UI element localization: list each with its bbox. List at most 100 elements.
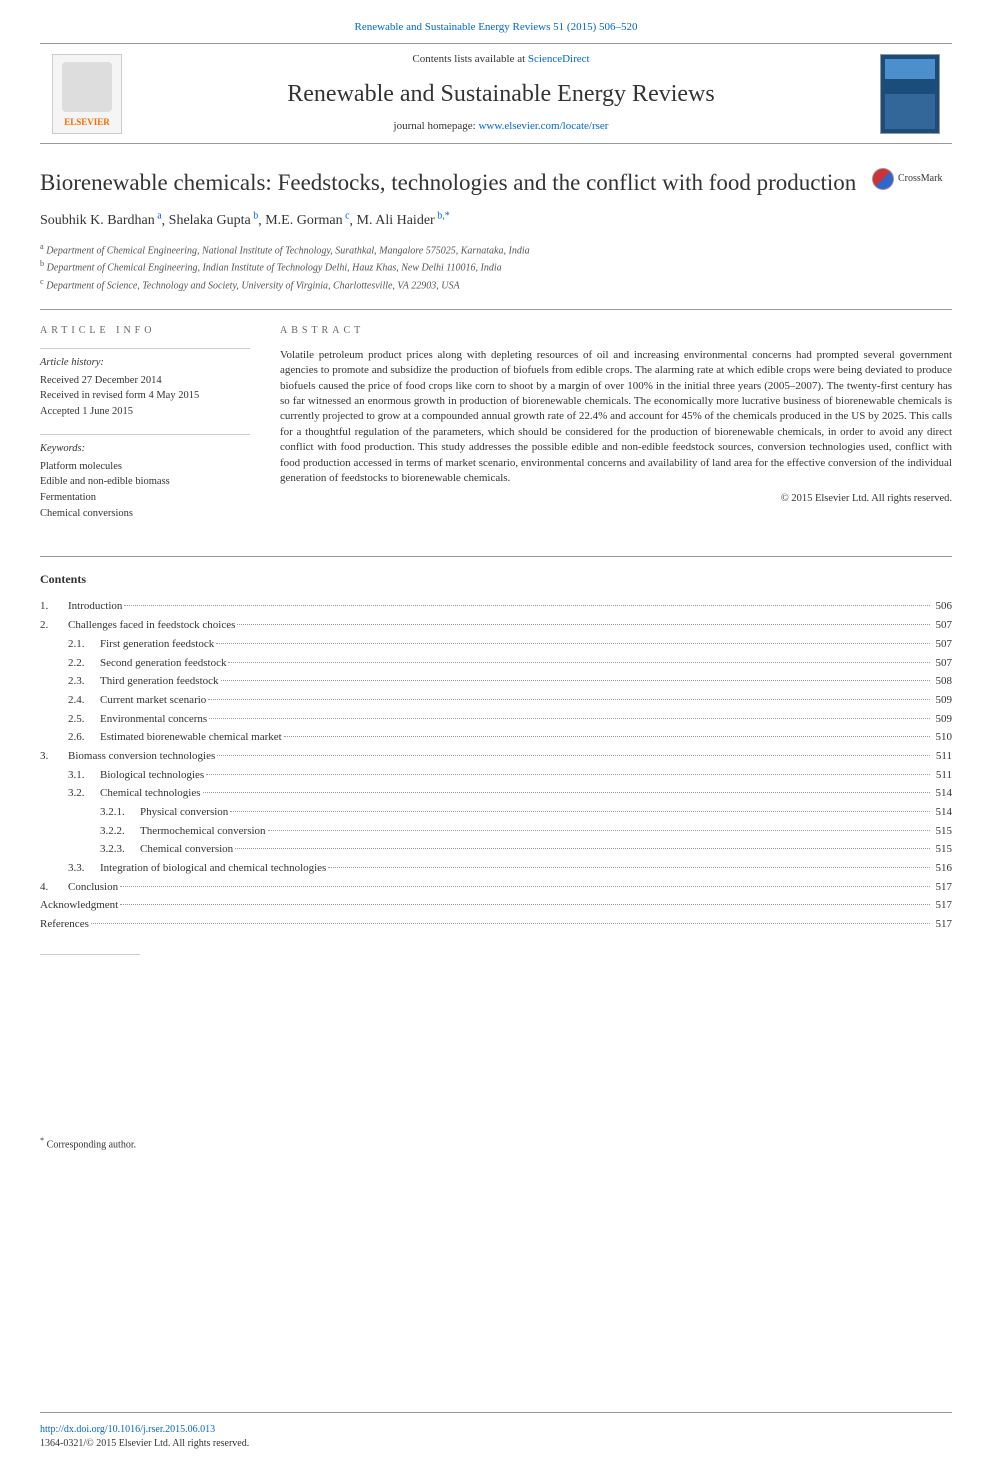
journal-name: Renewable and Sustainable Energy Reviews xyxy=(122,78,880,112)
toc-number: 3.3. xyxy=(68,859,100,878)
toc-entry[interactable]: 3.1.Biological technologies 511 xyxy=(40,766,952,785)
toc-number: 2.6. xyxy=(68,728,100,747)
toc-number: 2.5. xyxy=(68,710,100,729)
author[interactable]: M.E. Gorman c xyxy=(265,213,349,228)
toc-entry[interactable]: 1.Introduction 506 xyxy=(40,597,952,616)
crossmark-badge[interactable]: CrossMark xyxy=(872,168,952,190)
toc-leader-dots xyxy=(235,848,929,849)
toc-title: Biological technologies xyxy=(100,766,204,785)
toc-page: 517 xyxy=(932,915,953,934)
contents-available: Contents lists available at ScienceDirec… xyxy=(122,52,880,67)
contents-heading: Contents xyxy=(40,571,952,588)
toc-number: 3.2.2. xyxy=(100,822,140,841)
toc-title: Thermochemical conversion xyxy=(140,822,266,841)
toc-page: 506 xyxy=(932,597,953,616)
article-info-heading: article info xyxy=(40,324,250,338)
toc-page: 517 xyxy=(932,878,953,897)
sciencedirect-link[interactable]: ScienceDirect xyxy=(528,53,590,65)
toc-entry[interactable]: 3.Biomass conversion technologies 511 xyxy=(40,747,952,766)
toc-page: 509 xyxy=(932,710,953,729)
doi-link[interactable]: http://dx.doi.org/10.1016/j.rser.2015.06… xyxy=(40,1424,215,1435)
toc-page: 514 xyxy=(932,784,953,803)
toc-number: 3.2.3. xyxy=(100,840,140,859)
toc-leader-dots xyxy=(328,867,929,868)
toc-number: 1. xyxy=(40,597,68,616)
citation-link[interactable]: Renewable and Sustainable Energy Reviews… xyxy=(40,20,952,35)
toc-page: 511 xyxy=(932,766,952,785)
author[interactable]: Shelaka Gupta b xyxy=(169,213,259,228)
keywords-block: Keywords: Platform molecules Edible and … xyxy=(40,434,250,522)
toc-number: 2.1. xyxy=(68,635,100,654)
toc-entry[interactable]: 2.4.Current market scenario509 xyxy=(40,691,952,710)
toc-title: Third generation feedstock xyxy=(100,672,219,691)
toc-leader-dots xyxy=(228,662,929,663)
toc-page: 508 xyxy=(932,672,953,691)
toc-leader-dots xyxy=(284,736,930,737)
toc-entry[interactable]: References517 xyxy=(40,915,952,934)
toc-entry[interactable]: 2.5.Environmental concerns 509 xyxy=(40,710,952,729)
table-of-contents: 1.Introduction 5062.Challenges faced in f… xyxy=(40,597,952,933)
toc-leader-dots xyxy=(203,792,930,793)
toc-number: 3.2. xyxy=(68,784,100,803)
toc-leader-dots xyxy=(120,904,929,905)
homepage-link[interactable]: www.elsevier.com/locate/rser xyxy=(478,120,608,132)
article-title: Biorenewable chemicals: Feedstocks, tech… xyxy=(40,168,872,198)
toc-leader-dots xyxy=(91,923,930,924)
toc-page: 517 xyxy=(932,896,953,915)
author[interactable]: M. Ali Haider b,* xyxy=(357,213,450,228)
toc-entry[interactable]: 3.3.Integration of biological and chemic… xyxy=(40,859,952,878)
abstract-text: Volatile petroleum product prices along … xyxy=(280,348,952,487)
toc-entry[interactable]: 3.2.3.Chemical conversion515 xyxy=(40,840,952,859)
corresponding-author-note: * Corresponding author. xyxy=(40,1135,952,1152)
toc-title: Conclusion xyxy=(68,878,118,897)
abstract-heading: abstract xyxy=(280,324,952,338)
author[interactable]: Soubhik K. Bardhan a xyxy=(40,213,162,228)
toc-entry[interactable]: 2.Challenges faced in feedstock choices5… xyxy=(40,616,952,635)
toc-number: 4. xyxy=(40,878,68,897)
toc-leader-dots xyxy=(208,699,929,700)
toc-number: 3.1. xyxy=(68,766,100,785)
toc-leader-dots xyxy=(216,643,929,644)
journal-cover-thumbnail[interactable] xyxy=(880,54,940,134)
toc-title: Biomass conversion technologies xyxy=(68,747,215,766)
toc-entry[interactable]: 4.Conclusion 517 xyxy=(40,878,952,897)
journal-header: ELSEVIER Contents lists available at Sci… xyxy=(40,43,952,143)
toc-entry[interactable]: 2.6.Estimated biorenewable chemical mark… xyxy=(40,728,952,747)
toc-leader-dots xyxy=(221,680,930,681)
toc-number: 3. xyxy=(40,747,68,766)
elsevier-label: ELSEVIER xyxy=(64,116,110,129)
journal-homepage: journal homepage: www.elsevier.com/locat… xyxy=(122,119,880,134)
toc-leader-dots xyxy=(209,718,929,719)
toc-entry[interactable]: 3.2.Chemical technologies 514 xyxy=(40,784,952,803)
toc-page: 507 xyxy=(932,654,953,673)
toc-title: Chemical technologies xyxy=(100,784,201,803)
page-footer: http://dx.doi.org/10.1016/j.rser.2015.06… xyxy=(40,1412,952,1451)
toc-page: 507 xyxy=(932,635,953,654)
elsevier-tree-icon xyxy=(62,62,112,112)
toc-title: Physical conversion xyxy=(140,803,228,822)
toc-leader-dots xyxy=(237,624,929,625)
toc-page: 510 xyxy=(932,728,953,747)
authors: Soubhik K. Bardhan a, Shelaka Gupta b, M… xyxy=(40,210,952,231)
toc-leader-dots xyxy=(124,605,929,606)
elsevier-logo[interactable]: ELSEVIER xyxy=(52,54,122,134)
crossmark-icon xyxy=(872,168,894,190)
toc-entry[interactable]: 2.1.First generation feedstock 507 xyxy=(40,635,952,654)
toc-title: Introduction xyxy=(68,597,122,616)
toc-entry[interactable]: 3.2.2.Thermochemical conversion 515 xyxy=(40,822,952,841)
toc-title: First generation feedstock xyxy=(100,635,214,654)
toc-number: 3.2.1. xyxy=(100,803,140,822)
crossmark-label: CrossMark xyxy=(898,172,942,186)
toc-entry[interactable]: 3.2.1.Physical conversion514 xyxy=(40,803,952,822)
toc-title: Environmental concerns xyxy=(100,710,207,729)
toc-number: 2.2. xyxy=(68,654,100,673)
toc-leader-dots xyxy=(120,886,929,887)
toc-entry[interactable]: Acknowledgment517 xyxy=(40,896,952,915)
toc-entry[interactable]: 2.2.Second generation feedstock507 xyxy=(40,654,952,673)
affiliations: a Department of Chemical Engineering, Na… xyxy=(40,241,952,293)
toc-page: 511 xyxy=(932,747,952,766)
toc-page: 515 xyxy=(932,822,953,841)
toc-entry[interactable]: 2.3.Third generation feedstock508 xyxy=(40,672,952,691)
toc-leader-dots xyxy=(206,774,930,775)
issn-copyright: 1364-0321/© 2015 Elsevier Ltd. All right… xyxy=(40,1437,952,1451)
